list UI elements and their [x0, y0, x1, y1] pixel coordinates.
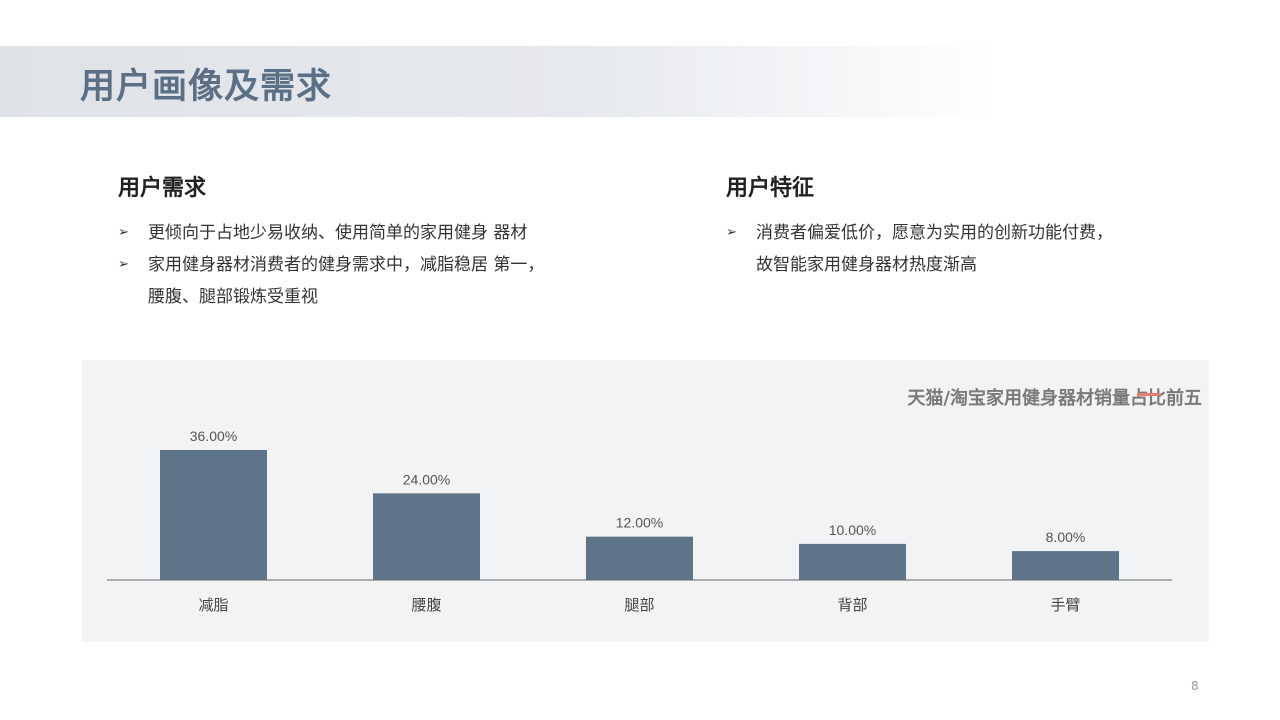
bar-3 — [799, 543, 906, 580]
data-label: 10.00% — [829, 522, 876, 538]
bullet-line: 腰腹、腿部锻炼受重视 — [148, 287, 318, 307]
arrowhead-right-icon: ➢ — [118, 225, 129, 240]
bar-1 — [373, 493, 480, 580]
bullet-item: ➢ 家用健身器材消费者的健身需求中，减脂稳居 第一， 腰腹、腿部锻炼受重视 — [118, 249, 544, 313]
user-traits-list: ➢ 消费者偏爱低价，愿意为实用的创新功能付费， 故智能家用健身器材热度渐高 — [726, 217, 1113, 281]
category-label: 背部 — [837, 596, 867, 614]
bullet-item: ➢ 更倾向于占地少易收纳、使用简单的家用健身 器材 — [118, 217, 544, 249]
user-needs-heading: 用户需求 — [118, 176, 207, 201]
data-label: 12.00% — [616, 515, 663, 531]
page-number: 8 — [1191, 679, 1199, 693]
bullet-line: 消费者偏爱低价，愿意为实用的创新功能付费， — [756, 223, 1113, 243]
bar-2 — [586, 536, 693, 580]
chart-panel — [82, 360, 1209, 642]
category-label: 手臂 — [1050, 596, 1080, 614]
bullet-line: 家用健身器材消费者的健身需求中，减脂稳居 第一， — [148, 255, 545, 275]
data-label: 36.00% — [190, 428, 237, 444]
page-title: 用户画像及需求 — [80, 67, 333, 107]
user-needs-list: ➢ 更倾向于占地少易收纳、使用简单的家用健身 器材 ➢ 家用健身器材消费者的健身需求中… — [118, 217, 544, 313]
chart-title-accent — [1137, 393, 1161, 396]
category-label: 腿部 — [624, 596, 654, 614]
bar-4 — [1012, 551, 1119, 580]
bullet-item: ➢ 消费者偏爱低价，愿意为实用的创新功能付费， 故智能家用健身器材热度渐高 — [726, 217, 1113, 281]
title-banner — [0, 46, 1280, 117]
bullet-line: 故智能家用健身器材热度渐高 — [756, 255, 977, 275]
arrowhead-right-icon: ➢ — [726, 225, 737, 240]
category-label: 腰腹 — [411, 596, 441, 614]
user-traits-heading: 用户特征 — [726, 176, 815, 201]
chart-title: 天猫/淘宝家用健身器材销量占比前五 — [907, 388, 1202, 409]
category-label: 减脂 — [198, 596, 228, 614]
bar-0 — [160, 450, 267, 580]
arrowhead-right-icon: ➢ — [118, 257, 129, 272]
data-label: 24.00% — [403, 471, 450, 487]
bullet-line: 更倾向于占地少易收纳、使用简单的家用健身 器材 — [148, 223, 528, 243]
data-label: 8.00% — [1046, 529, 1086, 545]
